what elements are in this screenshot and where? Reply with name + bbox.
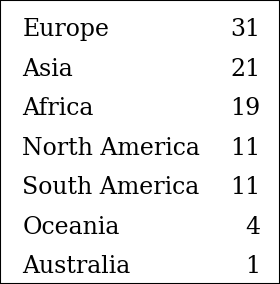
Text: 11: 11 <box>230 137 260 160</box>
Text: 21: 21 <box>230 58 260 81</box>
Text: 1: 1 <box>245 256 260 278</box>
Text: Oceania: Oceania <box>22 216 120 239</box>
Text: Africa: Africa <box>22 97 94 120</box>
Text: Asia: Asia <box>22 58 73 81</box>
Text: 4: 4 <box>245 216 260 239</box>
Text: Europe: Europe <box>22 18 109 41</box>
Text: 19: 19 <box>230 97 260 120</box>
Text: Australia: Australia <box>22 256 131 278</box>
Text: South America: South America <box>22 176 200 199</box>
Text: 31: 31 <box>230 18 260 41</box>
Text: North America: North America <box>22 137 200 160</box>
Text: 11: 11 <box>230 176 260 199</box>
